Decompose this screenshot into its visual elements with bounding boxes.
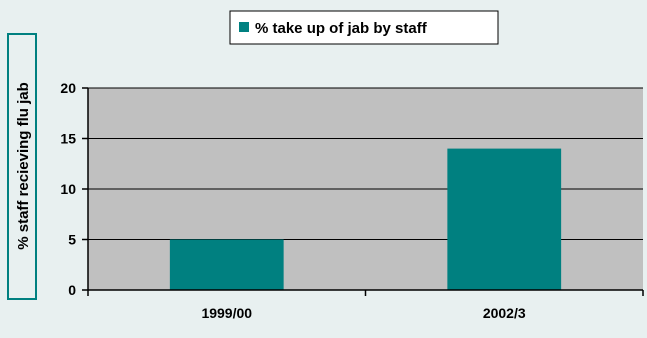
legend: % take up of jab by staff [229,10,499,45]
x-tick-label: 1999/00 [201,305,252,321]
y-tick-label: 5 [68,232,76,248]
y-axis-label: % staff recieving flu jab [15,82,32,250]
y-axis-label-box [7,33,37,300]
legend-swatch [239,22,249,32]
x-axis-ticks: 1999/00 2002/3 [87,290,644,321]
y-tick-label: 15 [60,131,76,147]
bar [169,239,284,290]
y-tick-label: 0 [68,282,76,298]
bar [447,148,562,290]
bars [169,148,562,290]
y-tick-label: 20 [60,80,76,96]
legend-box [229,10,499,45]
x-tick-label: 2002/3 [483,305,526,321]
y-axis-label-group: % staff recieving flu jab [7,33,37,300]
y-axis-ticks: 0 5 10 15 20 [60,80,88,298]
y-tick-label: 10 [60,181,76,197]
legend-entry-label: % take up of jab by staff [255,20,428,37]
